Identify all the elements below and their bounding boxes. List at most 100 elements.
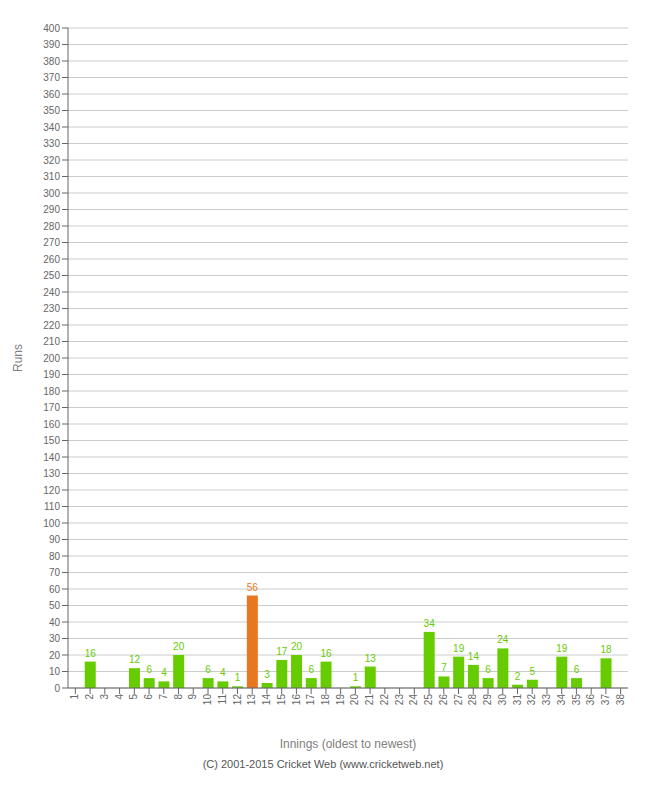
- svg-text:25: 25: [423, 694, 434, 706]
- svg-text:1: 1: [353, 672, 359, 683]
- svg-text:7: 7: [441, 662, 447, 673]
- svg-text:56: 56: [247, 582, 259, 593]
- svg-text:400: 400: [43, 23, 60, 34]
- svg-text:4: 4: [114, 694, 125, 700]
- svg-text:250: 250: [43, 270, 60, 281]
- svg-text:35: 35: [571, 694, 582, 706]
- svg-text:36: 36: [585, 694, 596, 706]
- svg-text:160: 160: [43, 419, 60, 430]
- svg-text:22: 22: [379, 694, 390, 706]
- svg-text:11: 11: [217, 694, 228, 705]
- svg-text:170: 170: [43, 402, 60, 413]
- svg-text:16: 16: [291, 694, 302, 706]
- svg-text:240: 240: [43, 287, 60, 298]
- svg-text:18: 18: [600, 644, 612, 655]
- svg-text:10: 10: [202, 694, 213, 706]
- svg-text:5: 5: [530, 666, 536, 677]
- svg-text:3: 3: [99, 694, 110, 700]
- svg-text:190: 190: [43, 369, 60, 380]
- svg-text:390: 390: [43, 39, 60, 50]
- svg-text:380: 380: [43, 56, 60, 67]
- svg-text:30: 30: [49, 633, 61, 644]
- svg-text:13: 13: [365, 653, 377, 664]
- svg-text:4: 4: [161, 667, 167, 678]
- svg-text:6: 6: [205, 664, 211, 675]
- svg-text:23: 23: [394, 694, 405, 706]
- svg-text:130: 130: [43, 468, 60, 479]
- svg-text:260: 260: [43, 254, 60, 265]
- svg-text:26: 26: [438, 694, 449, 706]
- svg-text:230: 230: [43, 303, 60, 314]
- svg-text:140: 140: [43, 452, 60, 463]
- svg-text:6: 6: [574, 664, 580, 675]
- svg-text:4: 4: [220, 667, 226, 678]
- svg-text:6: 6: [146, 664, 152, 675]
- svg-text:6: 6: [309, 664, 315, 675]
- svg-text:32: 32: [526, 694, 537, 706]
- svg-text:18: 18: [320, 694, 331, 706]
- svg-text:280: 280: [43, 221, 60, 232]
- svg-text:19: 19: [335, 694, 346, 706]
- svg-text:150: 150: [43, 435, 60, 446]
- svg-text:2: 2: [84, 694, 95, 700]
- svg-text:2: 2: [515, 671, 521, 682]
- svg-text:220: 220: [43, 320, 60, 331]
- svg-text:14: 14: [468, 651, 480, 662]
- svg-text:350: 350: [43, 105, 60, 116]
- svg-text:20: 20: [349, 694, 360, 706]
- svg-text:37: 37: [600, 694, 611, 706]
- svg-text:38: 38: [615, 694, 626, 706]
- svg-text:31: 31: [512, 694, 523, 706]
- svg-text:16: 16: [320, 648, 332, 659]
- svg-text:Runs: Runs: [11, 344, 25, 372]
- svg-text:6: 6: [485, 664, 491, 675]
- svg-text:34: 34: [424, 618, 436, 629]
- svg-text:17: 17: [276, 646, 288, 657]
- svg-text:8: 8: [173, 694, 184, 700]
- svg-text:0: 0: [54, 683, 60, 694]
- svg-text:19: 19: [556, 643, 568, 654]
- svg-text:34: 34: [556, 694, 567, 706]
- svg-text:21: 21: [364, 694, 375, 706]
- svg-text:10: 10: [49, 666, 61, 677]
- svg-text:80: 80: [49, 551, 61, 562]
- svg-text:1: 1: [69, 694, 80, 700]
- svg-text:24: 24: [408, 694, 419, 706]
- svg-text:13: 13: [246, 694, 257, 706]
- svg-text:370: 370: [43, 72, 60, 83]
- svg-text:12: 12: [129, 654, 141, 665]
- svg-text:290: 290: [43, 204, 60, 215]
- svg-text:20: 20: [291, 641, 303, 652]
- svg-text:20: 20: [49, 650, 61, 661]
- svg-text:19: 19: [453, 643, 465, 654]
- svg-text:30: 30: [497, 694, 508, 706]
- svg-text:12: 12: [232, 694, 243, 706]
- svg-text:16: 16: [85, 648, 97, 659]
- svg-text:210: 210: [43, 336, 60, 347]
- svg-text:27: 27: [453, 694, 464, 706]
- svg-text:180: 180: [43, 386, 60, 397]
- svg-text:Innings (oldest to newest): Innings (oldest to newest): [280, 737, 417, 751]
- svg-text:15: 15: [276, 694, 287, 706]
- svg-text:28: 28: [467, 694, 478, 706]
- svg-text:100: 100: [43, 518, 60, 529]
- svg-text:40: 40: [49, 617, 61, 628]
- svg-text:7: 7: [158, 694, 169, 700]
- svg-text:29: 29: [482, 694, 493, 706]
- svg-text:24: 24: [497, 634, 509, 645]
- svg-text:50: 50: [49, 600, 61, 611]
- svg-text:70: 70: [49, 567, 61, 578]
- svg-text:300: 300: [43, 188, 60, 199]
- svg-text:340: 340: [43, 122, 60, 133]
- svg-text:5: 5: [128, 694, 139, 700]
- svg-text:200: 200: [43, 353, 60, 364]
- svg-text:3: 3: [264, 669, 270, 680]
- svg-text:6: 6: [143, 694, 154, 700]
- svg-text:120: 120: [43, 485, 60, 496]
- svg-text:360: 360: [43, 89, 60, 100]
- svg-text:270: 270: [43, 237, 60, 248]
- svg-text:17: 17: [305, 694, 316, 706]
- svg-text:14: 14: [261, 694, 272, 706]
- svg-text:9: 9: [187, 694, 198, 700]
- svg-text:60: 60: [49, 584, 61, 595]
